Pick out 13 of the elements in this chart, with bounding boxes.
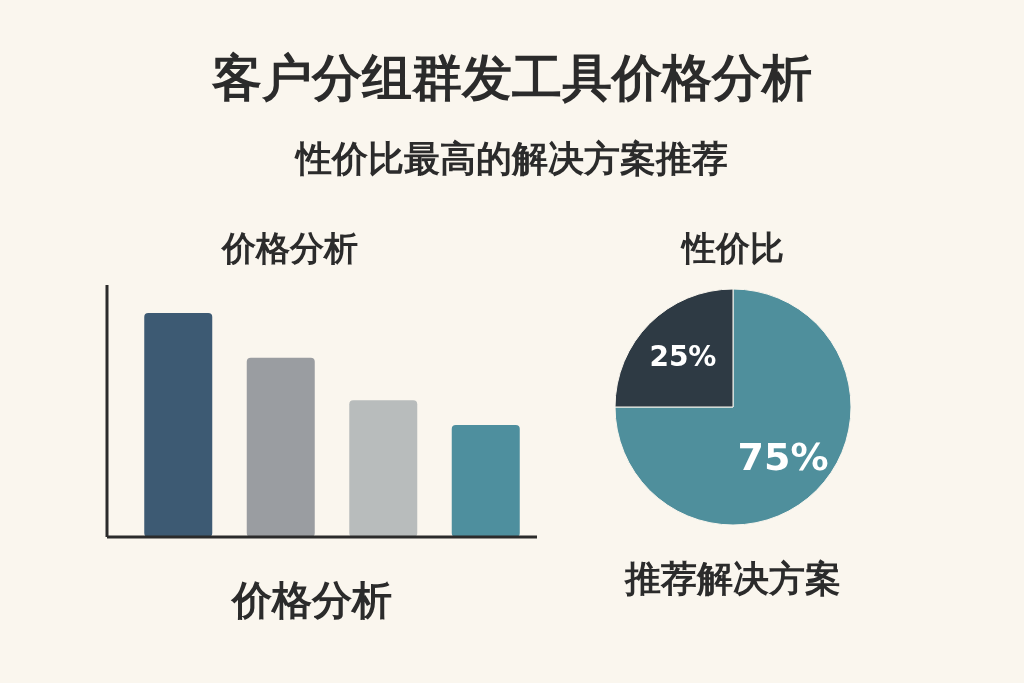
text: 客户分组群发工具价格分析 <box>211 49 812 107</box>
chart-title: 性价比 <box>680 228 784 268</box>
bar <box>246 357 315 537</box>
data-label: 75% <box>737 435 829 480</box>
x-axis-title: 价格分析 <box>230 577 392 623</box>
bar <box>349 400 418 537</box>
data-label: 25% <box>649 340 717 374</box>
bar <box>451 425 520 537</box>
pie-slice <box>614 288 852 526</box>
chart-title: 价格分析 <box>220 228 358 268</box>
text: 性价比最高的解决方案推荐 <box>294 137 728 179</box>
text: 推荐解决方案 <box>624 557 841 599</box>
bar <box>144 313 213 537</box>
